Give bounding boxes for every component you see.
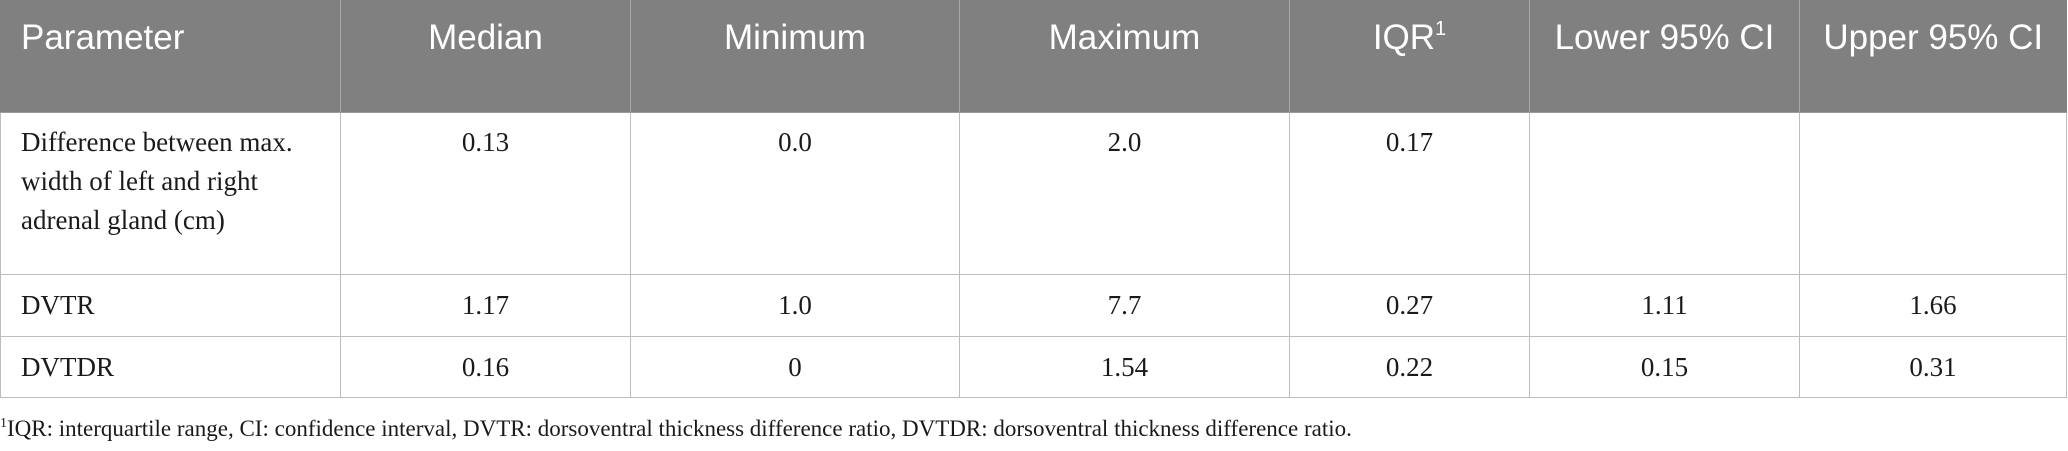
cell-upper-ci bbox=[1799, 111, 2067, 275]
table-row: DVTDR 0.16 0 1.54 0.22 0.15 0.31 bbox=[0, 335, 2067, 398]
cell-median: 0.13 bbox=[340, 111, 631, 275]
header-upper-ci: Upper 95% CI bbox=[1799, 0, 2067, 113]
header-iqr-footnote-marker: 1 bbox=[1435, 18, 1447, 40]
footnote-text: IQR: interquartile range, CI: confidence… bbox=[7, 416, 1352, 441]
statistics-table: Parameter Median Minimum Maximum IQR1 Lo… bbox=[0, 0, 2067, 398]
table-header-row: Parameter Median Minimum Maximum IQR1 Lo… bbox=[0, 0, 2067, 113]
table-footnote: 1IQR: interquartile range, CI: confidenc… bbox=[0, 414, 1352, 444]
cell-iqr: 0.22 bbox=[1289, 335, 1530, 398]
cell-lower-ci: 1.11 bbox=[1529, 273, 1800, 337]
table-row: DVTR 1.17 1.0 7.7 0.27 1.11 1.66 bbox=[0, 273, 2067, 337]
cell-median: 1.17 bbox=[340, 273, 631, 337]
cell-minimum: 1.0 bbox=[630, 273, 960, 337]
cell-upper-ci: 1.66 bbox=[1799, 273, 2067, 337]
cell-iqr: 0.17 bbox=[1289, 111, 1530, 275]
cell-parameter: DVTDR bbox=[0, 335, 341, 398]
cell-minimum: 0.0 bbox=[630, 111, 960, 275]
footnote-marker: 1 bbox=[0, 416, 7, 431]
header-iqr: IQR1 bbox=[1289, 0, 1530, 113]
statistics-table-container: Parameter Median Minimum Maximum IQR1 Lo… bbox=[0, 0, 2067, 398]
header-lower-ci: Lower 95% CI bbox=[1529, 0, 1800, 113]
cell-parameter: DVTR bbox=[0, 273, 341, 337]
cell-parameter: Difference between max. width of left an… bbox=[0, 111, 341, 275]
table-row: Difference between max. width of left an… bbox=[0, 111, 2067, 275]
cell-iqr: 0.27 bbox=[1289, 273, 1530, 337]
cell-minimum: 0 bbox=[630, 335, 960, 398]
cell-lower-ci: 0.15 bbox=[1529, 335, 1800, 398]
header-median: Median bbox=[340, 0, 631, 113]
header-maximum: Maximum bbox=[959, 0, 1290, 113]
cell-maximum: 7.7 bbox=[959, 273, 1290, 337]
cell-maximum: 1.54 bbox=[959, 335, 1290, 398]
header-minimum: Minimum bbox=[630, 0, 960, 113]
cell-upper-ci: 0.31 bbox=[1799, 335, 2067, 398]
cell-median: 0.16 bbox=[340, 335, 631, 398]
cell-lower-ci bbox=[1529, 111, 1800, 275]
header-parameter: Parameter bbox=[0, 0, 341, 113]
cell-maximum: 2.0 bbox=[959, 111, 1290, 275]
